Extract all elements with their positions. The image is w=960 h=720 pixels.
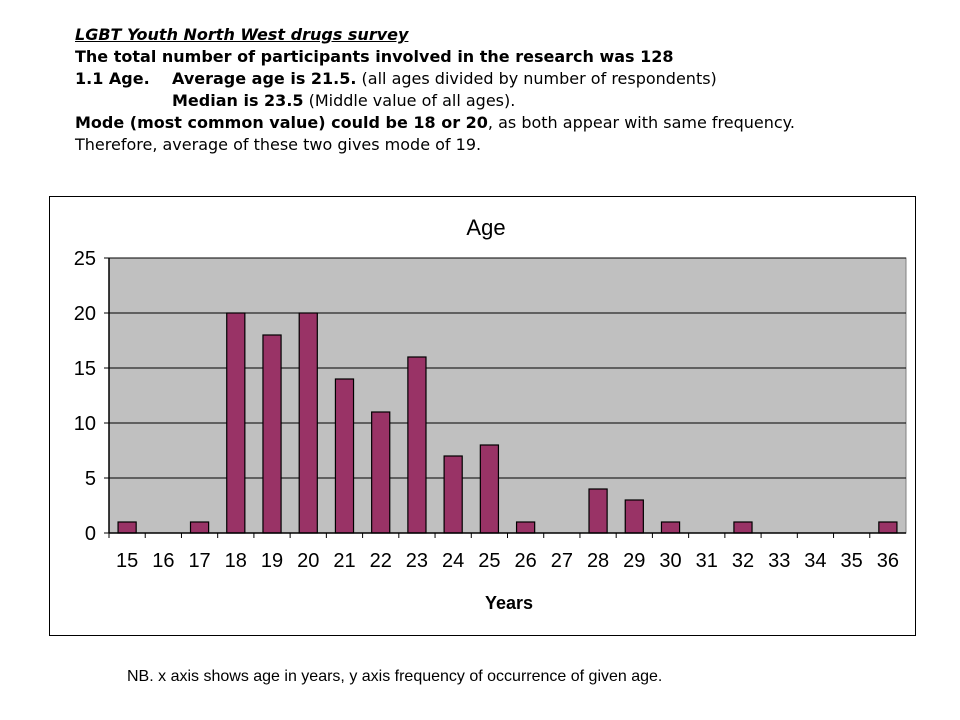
y-tick-label-25: 25 [74,248,96,270]
mode-explanation: , as both appear with same frequency. [487,113,795,132]
bar-age-28 [588,488,608,534]
bar-age-22 [371,411,391,534]
bar-age-29 [624,499,644,534]
age-average-line: 1.1 Age. Average age is 21.5. (all ages d… [75,68,935,90]
x-tick-label-15: 15 [116,550,138,572]
y-tick-labels: 0 5 10 15 20 25 [74,248,96,545]
age-section-label: 1.1 Age. [75,69,150,88]
y-tick-label-20: 20 [74,303,96,325]
y-tick-label-5: 5 [85,468,96,490]
x-tick-label-36: 36 [877,550,899,572]
x-tick-label-19: 19 [261,550,283,572]
therefore-line: Therefore, average of these two gives mo… [75,135,482,154]
x-tick-label-20: 20 [297,550,319,572]
bar-age-36 [878,521,898,534]
average-age-bold: Average age is 21.5. [172,69,357,88]
bar-age-21 [334,378,355,534]
age-chart-svg: Age 0 5 10 15 20 25 15 16 17 18 19 20 21 22 23 24 25 26 2… [74,215,907,613]
average-age-explanation: (all ages divided by number of responden… [356,69,717,88]
x-tick-label-35: 35 [841,550,863,572]
x-tick-label-22: 22 [370,550,392,572]
bar-age-24 [443,455,463,534]
x-tick-label-27: 27 [551,550,573,572]
x-tick-label-32: 32 [732,550,754,572]
x-tick-label-16: 16 [152,550,174,572]
bar-age-23 [407,356,427,534]
x-tick-label-34: 34 [804,550,826,572]
x-tick-label-21: 21 [333,550,355,572]
x-tick-labels: 15 16 17 18 19 20 21 22 23 24 25 26 27 28 29 30 31 32 33 34… [108,533,899,572]
bar-age-32 [733,521,753,534]
x-tick-label-23: 23 [406,550,428,572]
y-tick-label-15: 15 [74,358,96,380]
footnote: NB. x axis shows age in years, y axis fr… [127,668,663,685]
x-tick-label-17: 17 [188,550,210,572]
chart-title: Age [466,215,505,240]
x-tick-label-28: 28 [587,550,609,572]
age-chart: Age 0 5 10 15 20 25 15 16 17 18 19 20 21 22 23 24 25 26 2… [49,196,916,636]
x-tick-label-31: 31 [696,550,718,572]
bar-age-19 [262,334,282,534]
x-tick-label-33: 33 [768,550,790,572]
bar-age-30 [660,521,681,534]
y-tick-label-0: 0 [85,523,96,545]
x-tick-label-24: 24 [442,550,464,572]
median-explanation: (Middle value of all ages). [303,91,516,110]
y-tick-label-10: 10 [74,413,96,435]
mode-line: Mode (most common value) could be 18 or … [75,112,935,134]
bar-age-25 [479,444,500,534]
bars [117,312,898,534]
median-line: Median is 23.5 (Middle value of all ages… [75,90,935,112]
x-tick-label-26: 26 [514,550,536,572]
median-bold: Median is 23.5 [172,91,304,110]
x-tick-label-18: 18 [225,550,247,572]
bar-age-15 [117,521,137,534]
survey-title-line: LGBT Youth North West drugs survey [75,24,935,46]
participants-line: The total number of participants involve… [75,47,674,66]
x-tick-label-25: 25 [478,550,500,572]
bar-age-26 [515,521,536,534]
bar-age-20 [298,312,318,534]
bar-age-18 [226,312,246,534]
survey-title: LGBT Youth North West drugs survey [75,25,409,44]
survey-header: LGBT Youth North West drugs survey The t… [75,24,935,156]
x-tick-label-29: 29 [623,550,645,572]
x-axis-label: Years [485,593,533,613]
mode-bold: Mode (most common value) could be 18 or … [75,113,488,132]
x-tick-label-30: 30 [659,550,681,572]
bar-age-17 [189,521,210,534]
